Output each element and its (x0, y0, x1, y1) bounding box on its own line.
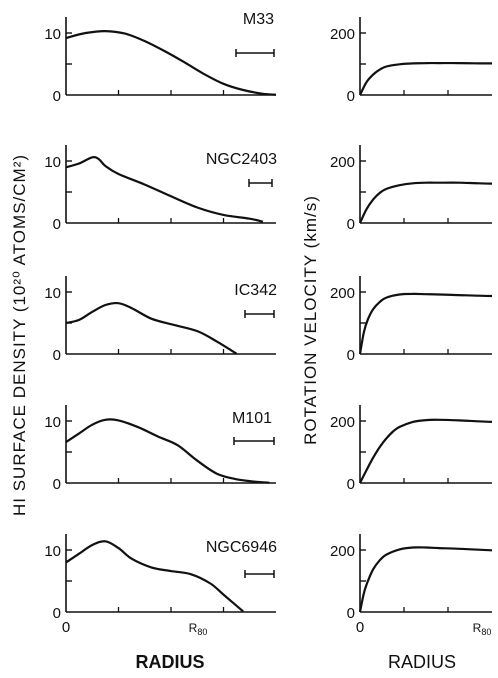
x-axis-label-right: RADIUS (388, 652, 456, 672)
rc-panel-5-curve (358, 546, 493, 613)
hi-panel-4-ytick-label-0: 0 (53, 476, 61, 493)
rc-panel-3-ytick-label-0: 0 (347, 347, 355, 364)
hi-panel-1-ytick-label-1: 10 (44, 26, 61, 43)
hi-panel-3-ytick-label-1: 10 (44, 285, 61, 302)
hi-panel-2-ytick-label-1: 10 (44, 154, 61, 171)
hi-panel-2-curve (65, 155, 264, 223)
hi-panel-3-galaxy-label: IC342 (234, 282, 277, 299)
hi-panel-5-xtick-label-0: 0 (62, 619, 70, 636)
rc-panel-4-curve (359, 418, 493, 484)
hi-density-axis-label: HI SURFACE DENSITY (10²⁰ ATOMS/CM²) (10, 154, 29, 516)
hi-panel-3-curve (65, 301, 238, 355)
rc-panel-3-ytick-label-1: 200 (330, 285, 355, 302)
rc-panel-1-curve (359, 61, 492, 96)
hi-panel-1-ytick-label-0: 0 (53, 88, 61, 105)
rc-panel-3-curve (358, 292, 493, 355)
rotation-velocity-axis-label: ROTATION VELOCITY (km/s) (301, 195, 320, 445)
rc-panel-4-ytick-label-0: 0 (347, 476, 355, 493)
hi-panel-5-ytick-label-0: 0 (53, 605, 61, 622)
rc-panel-2-curve (359, 181, 493, 224)
rc-panel-5-ytick-label-1: 200 (330, 543, 355, 560)
x-axis-label-left: RADIUS (135, 652, 204, 672)
hi-panel-5-xtick-label-1: R80 (189, 621, 208, 637)
rc-panel-1-ytick-label-1: 200 (330, 26, 355, 43)
hi-panel-5-curve (65, 540, 244, 613)
rc-panel-4-ytick-label-1: 200 (330, 414, 355, 431)
hi-panel-5-ytick-label-1: 10 (44, 543, 61, 560)
hi-panel-2-galaxy-label: NGC2403 (206, 151, 277, 168)
hi-panel-4-ytick-label-1: 10 (44, 414, 61, 431)
hi-panel-5-galaxy-label: NGC6946 (206, 539, 277, 556)
hi-panel-4-galaxy-label: M101 (232, 410, 272, 427)
hi-panel-1-curve (65, 29, 277, 96)
hi-panel-1-galaxy-label: M33 (243, 11, 274, 28)
rc-panel-2-ytick-label-0: 0 (347, 216, 355, 233)
rc-panel-5-xtick-label-0: 0 (356, 619, 364, 636)
rc-panel-5-xtick-label-1: R80 (473, 621, 492, 637)
rc-panel-1-ytick-label-0: 0 (347, 88, 355, 105)
hi-panel-3-ytick-label-0: 0 (53, 347, 61, 364)
rc-panel-2-ytick-label-1: 200 (330, 154, 355, 171)
rc-panel-5-ytick-label-0: 0 (347, 605, 355, 622)
hi-panel-2-ytick-label-0: 0 (53, 216, 61, 233)
hi-panel-4-curve (65, 418, 270, 484)
